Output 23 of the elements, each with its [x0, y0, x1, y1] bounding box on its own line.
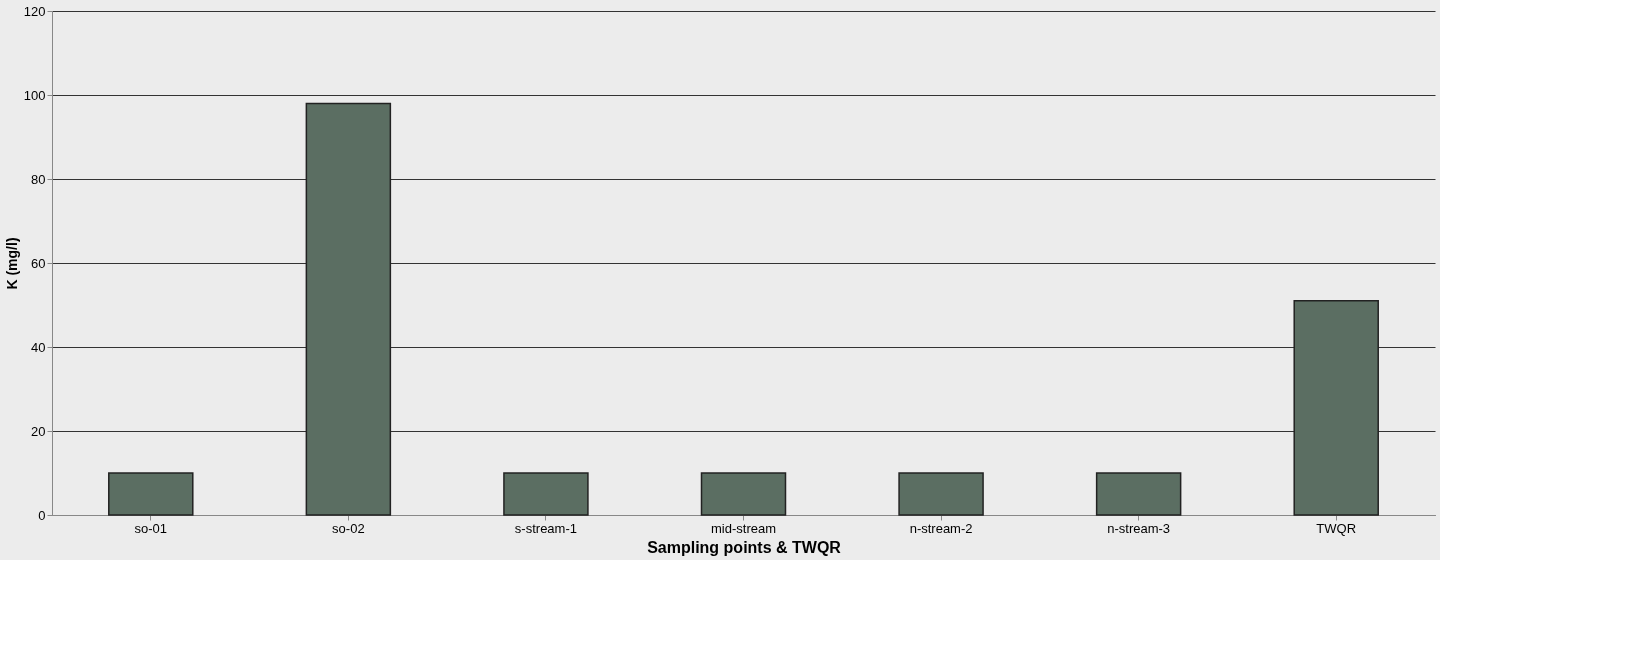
- y-tick-label: 40: [31, 339, 46, 355]
- y-tick-label: 60: [31, 255, 46, 271]
- x-tick-label: n-stream-3: [1107, 520, 1171, 536]
- y-tick-label: 120: [23, 3, 46, 19]
- y-tick-label: 80: [31, 171, 46, 187]
- y-tick-label: 20: [31, 423, 46, 439]
- bar: [898, 472, 984, 516]
- bar: [305, 102, 392, 516]
- y-tick-label: 0: [38, 507, 46, 523]
- bar: [503, 472, 589, 516]
- bar: [108, 472, 194, 516]
- bar: [1293, 300, 1379, 516]
- x-tick-label: s-stream-1: [514, 520, 577, 536]
- y-tick-label: 100: [23, 87, 46, 103]
- x-tick-label: so-02: [332, 520, 365, 536]
- y-axis-title: K (mg/l): [3, 237, 20, 290]
- bar: [700, 472, 787, 516]
- x-tick-label: so-01: [134, 520, 168, 536]
- x-tick-label: TWQR: [1316, 520, 1357, 536]
- x-axis-title: Sampling points & TWQR: [647, 538, 842, 556]
- x-tick-label: n-stream-2: [909, 520, 973, 536]
- bar: [1095, 472, 1182, 516]
- x-tick-label: mid-stream: [710, 520, 777, 536]
